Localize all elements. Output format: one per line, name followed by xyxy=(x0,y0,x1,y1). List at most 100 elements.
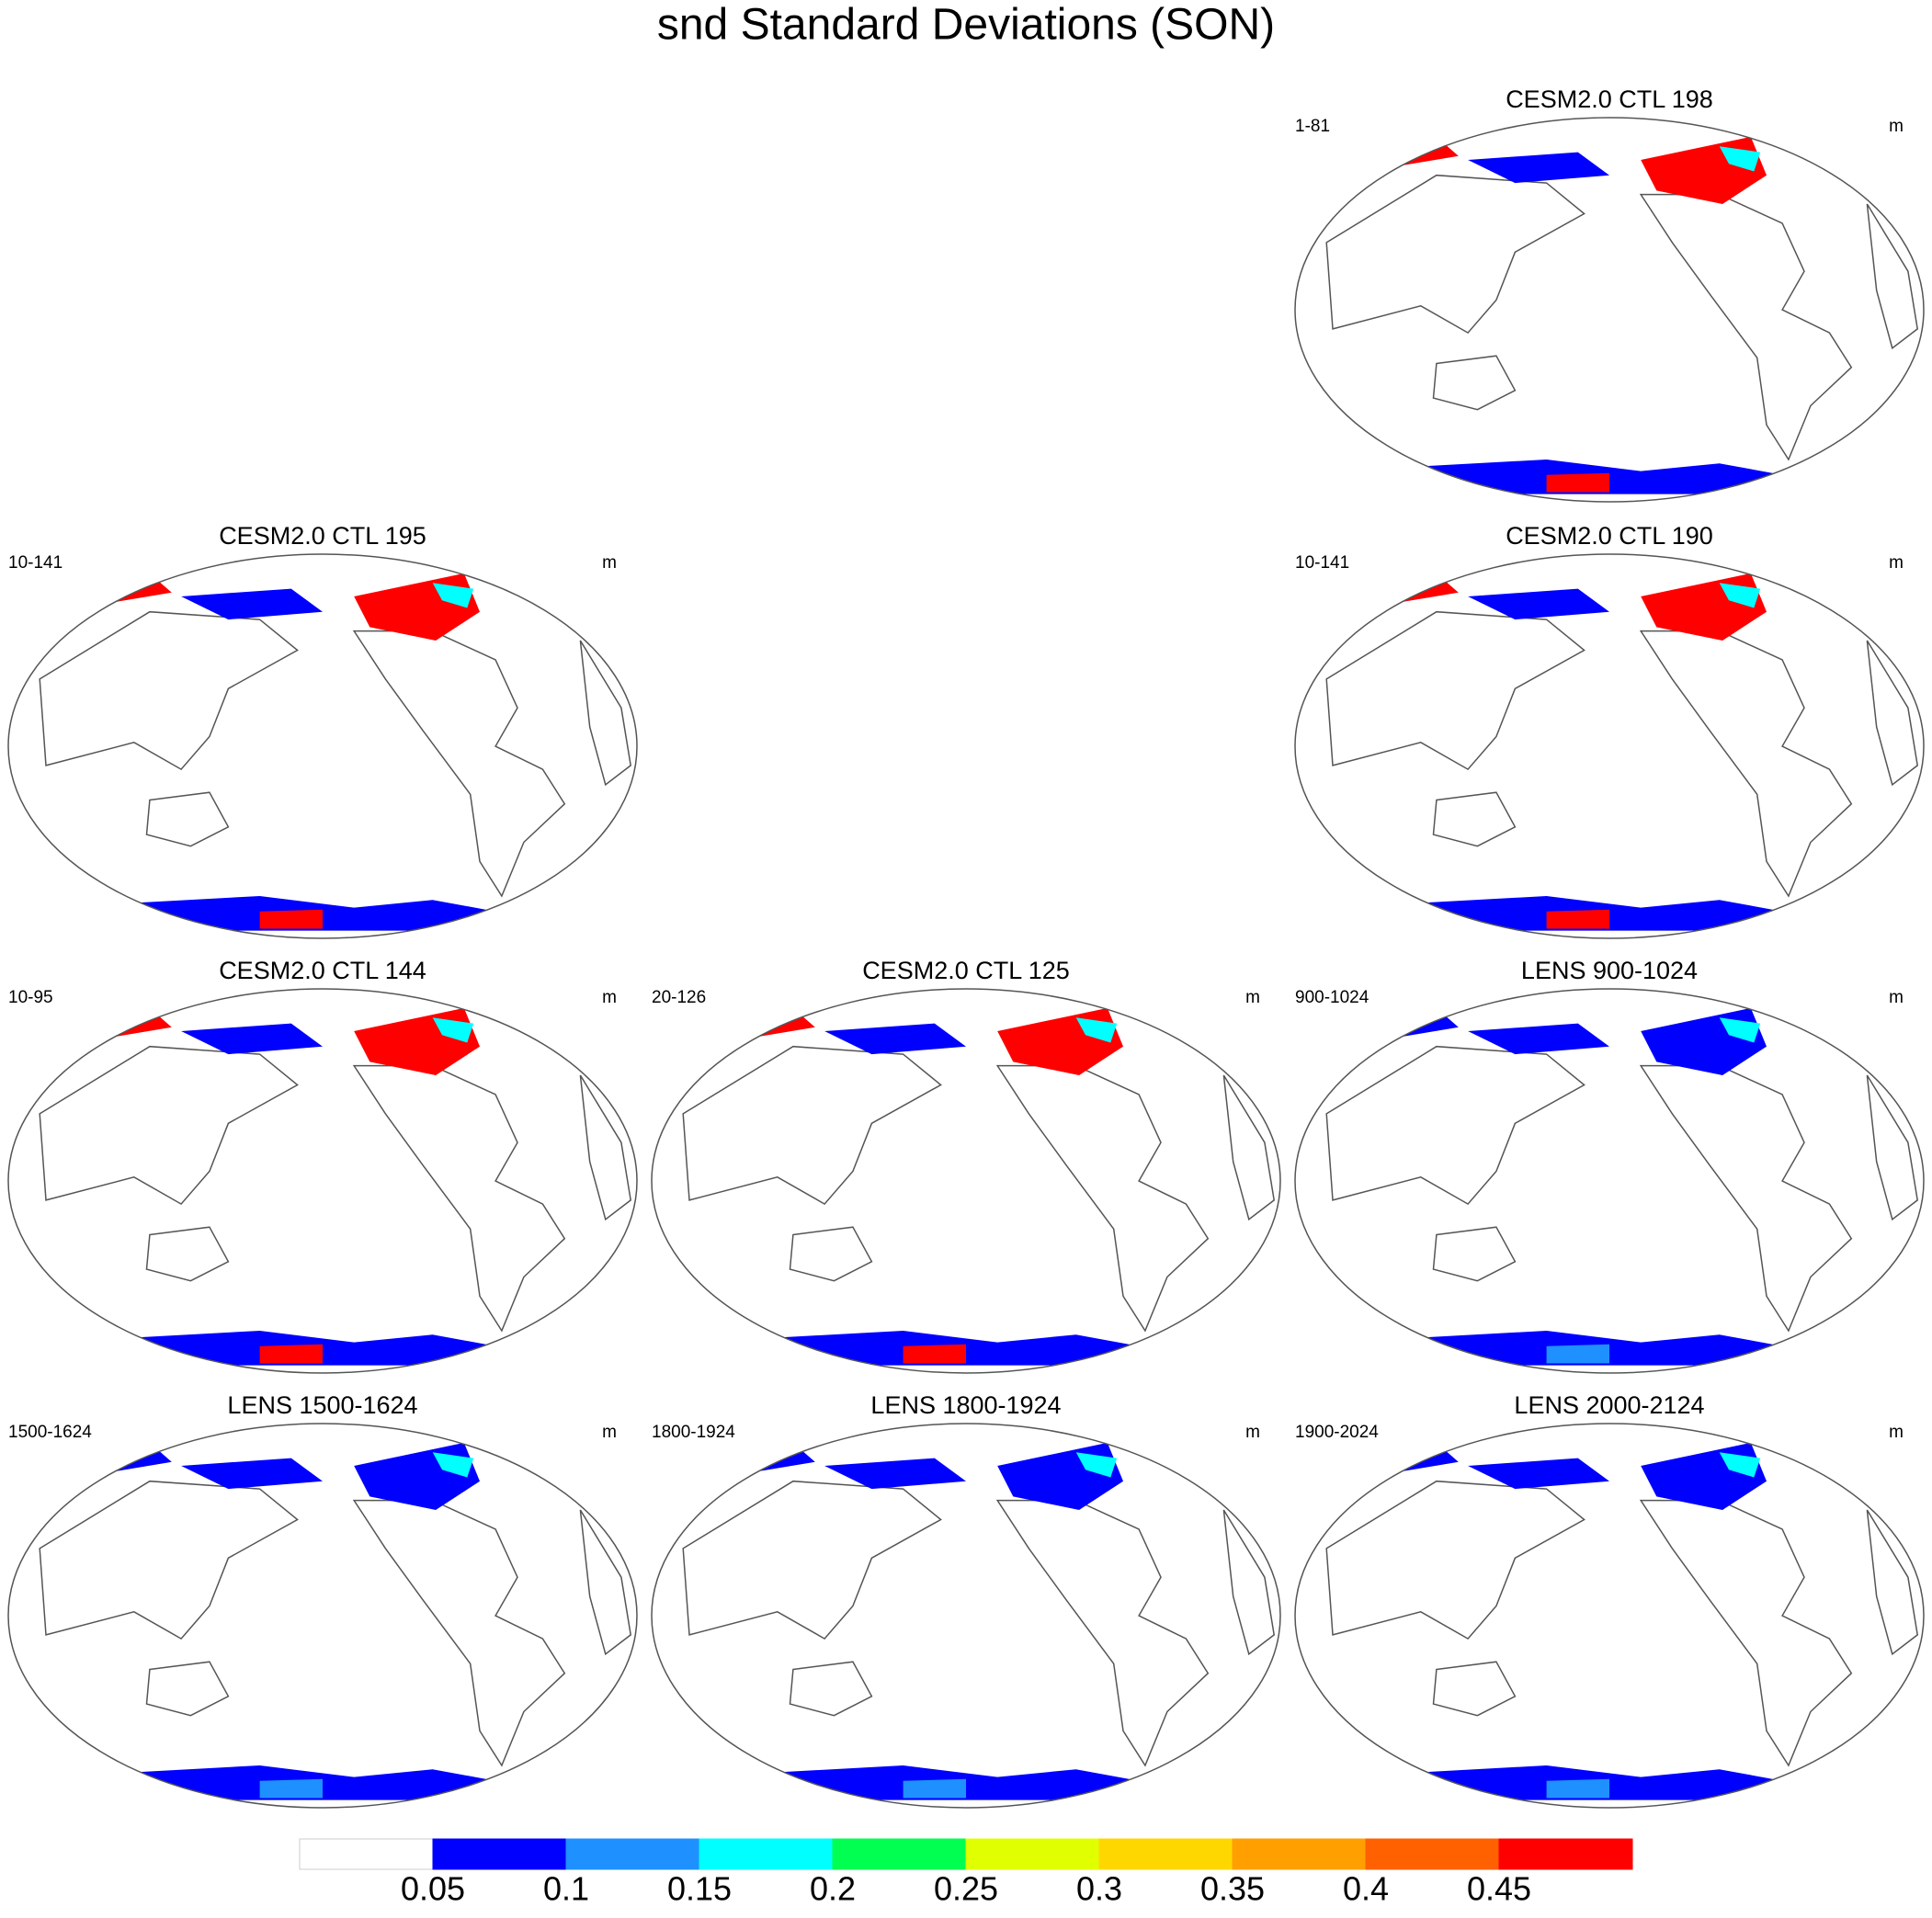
snow-area xyxy=(903,1344,966,1364)
map-outline xyxy=(1294,553,1925,939)
antarctica-mask xyxy=(1295,1365,1924,1373)
coastline xyxy=(579,1509,632,1656)
panel-units: m xyxy=(1889,1423,1904,1442)
map-content xyxy=(652,1007,1280,1373)
snow-area xyxy=(432,1017,474,1043)
coastline xyxy=(579,1074,632,1221)
colorbar-box xyxy=(1498,1838,1633,1870)
coastline xyxy=(1639,1064,1853,1333)
coastline xyxy=(39,1480,299,1640)
panel-units: m xyxy=(602,988,617,1007)
colorbar-label: 0.1 xyxy=(543,1870,589,1908)
snow-area xyxy=(259,909,323,929)
coastline xyxy=(1222,1509,1276,1656)
coastline xyxy=(995,1064,1210,1333)
snow-area xyxy=(181,1023,323,1055)
antarctica-mask xyxy=(1295,494,1924,502)
panel-title: CESM2.0 CTL 195 xyxy=(219,522,426,550)
panel-units: m xyxy=(1889,988,1904,1007)
coastline xyxy=(145,1661,230,1717)
snow-area xyxy=(1075,1452,1118,1478)
coastline xyxy=(352,1064,566,1333)
snow-area xyxy=(1546,472,1609,493)
panel-range: 1800-1924 xyxy=(652,1423,735,1442)
coastline xyxy=(352,630,566,898)
map-outline xyxy=(7,553,638,939)
coastline xyxy=(1639,630,1853,898)
colorbar-label: 0.3 xyxy=(1076,1870,1122,1908)
map-content xyxy=(1295,136,1924,502)
coastline xyxy=(1866,203,1919,350)
panel-title: CESM2.0 CTL 190 xyxy=(1506,522,1713,550)
panel-units: m xyxy=(1889,117,1904,136)
coastline xyxy=(682,1045,942,1206)
panel-units: m xyxy=(1245,988,1260,1007)
coastline xyxy=(1432,1226,1517,1282)
snow-area xyxy=(1546,909,1609,929)
colorbar-label: 0.15 xyxy=(667,1870,732,1908)
panel-title: CESM2.0 CTL 144 xyxy=(219,957,426,984)
coastline xyxy=(789,1661,873,1717)
panel-title: CESM2.0 CTL 198 xyxy=(1506,85,1713,113)
antarctica-mask xyxy=(652,1365,1280,1373)
map xyxy=(1294,117,1925,503)
colorbar-box xyxy=(299,1838,434,1870)
snow-area xyxy=(259,1778,323,1799)
coastline xyxy=(1866,640,1919,787)
coastline xyxy=(995,1499,1210,1767)
colorbar-label: 0.2 xyxy=(810,1870,856,1908)
map-outline xyxy=(7,988,638,1374)
coastline xyxy=(1866,1074,1919,1221)
antarctica-mask xyxy=(8,1365,637,1373)
snow-area xyxy=(730,1007,815,1039)
map xyxy=(651,1423,1281,1809)
map-content xyxy=(8,573,637,938)
map-content xyxy=(1295,573,1924,938)
snow-area xyxy=(1373,573,1459,605)
snow-area xyxy=(1546,1344,1609,1364)
colorbar-label: 0.4 xyxy=(1343,1870,1389,1908)
snow-area xyxy=(1075,1017,1118,1043)
colorbar-box xyxy=(1232,1838,1367,1870)
coastline xyxy=(1325,610,1585,771)
panel-units: m xyxy=(602,1423,617,1442)
panel-title: LENS 1800-1924 xyxy=(870,1391,1061,1419)
panel-range: 10-141 xyxy=(1295,553,1349,573)
panel-range: 1-81 xyxy=(1295,117,1330,136)
antarctica-mask xyxy=(1295,1799,1924,1808)
coastline xyxy=(579,640,632,787)
coastline xyxy=(352,1499,566,1767)
snow-area xyxy=(824,1023,966,1055)
coastline xyxy=(39,1045,299,1206)
snow-area xyxy=(181,588,323,620)
panel-units: m xyxy=(602,553,617,573)
snow-area xyxy=(1468,152,1609,184)
snow-area xyxy=(1468,1023,1609,1055)
snow-area xyxy=(824,1458,966,1490)
figure-title: snd Standard Deviations (SON) xyxy=(657,1,1275,50)
snow-area xyxy=(432,583,474,608)
antarctica-mask xyxy=(8,1799,637,1808)
snow-area xyxy=(1719,1017,1761,1043)
snow-area xyxy=(1373,1007,1459,1039)
snow-area xyxy=(181,1458,323,1490)
panel-range: 10-95 xyxy=(8,988,53,1007)
coastline xyxy=(682,1480,942,1640)
panel-title: LENS 1500-1624 xyxy=(227,1391,417,1419)
colorbar-label: 0.05 xyxy=(401,1870,465,1908)
snow-area xyxy=(1719,583,1761,608)
snow-area xyxy=(1373,136,1459,168)
snow-area xyxy=(86,1007,172,1039)
panel-range: 900-1024 xyxy=(1295,988,1369,1007)
panel-units: m xyxy=(1889,553,1904,573)
coastline xyxy=(1325,1045,1585,1206)
coastline xyxy=(789,1226,873,1282)
map-outline xyxy=(1294,117,1925,503)
map xyxy=(7,553,638,939)
coastline xyxy=(1222,1074,1276,1221)
coastline xyxy=(145,1226,230,1282)
colorbar-box xyxy=(699,1838,834,1870)
colorbar-label: 0.35 xyxy=(1200,1870,1265,1908)
map xyxy=(1294,1423,1925,1809)
colorbar-box xyxy=(832,1838,967,1870)
